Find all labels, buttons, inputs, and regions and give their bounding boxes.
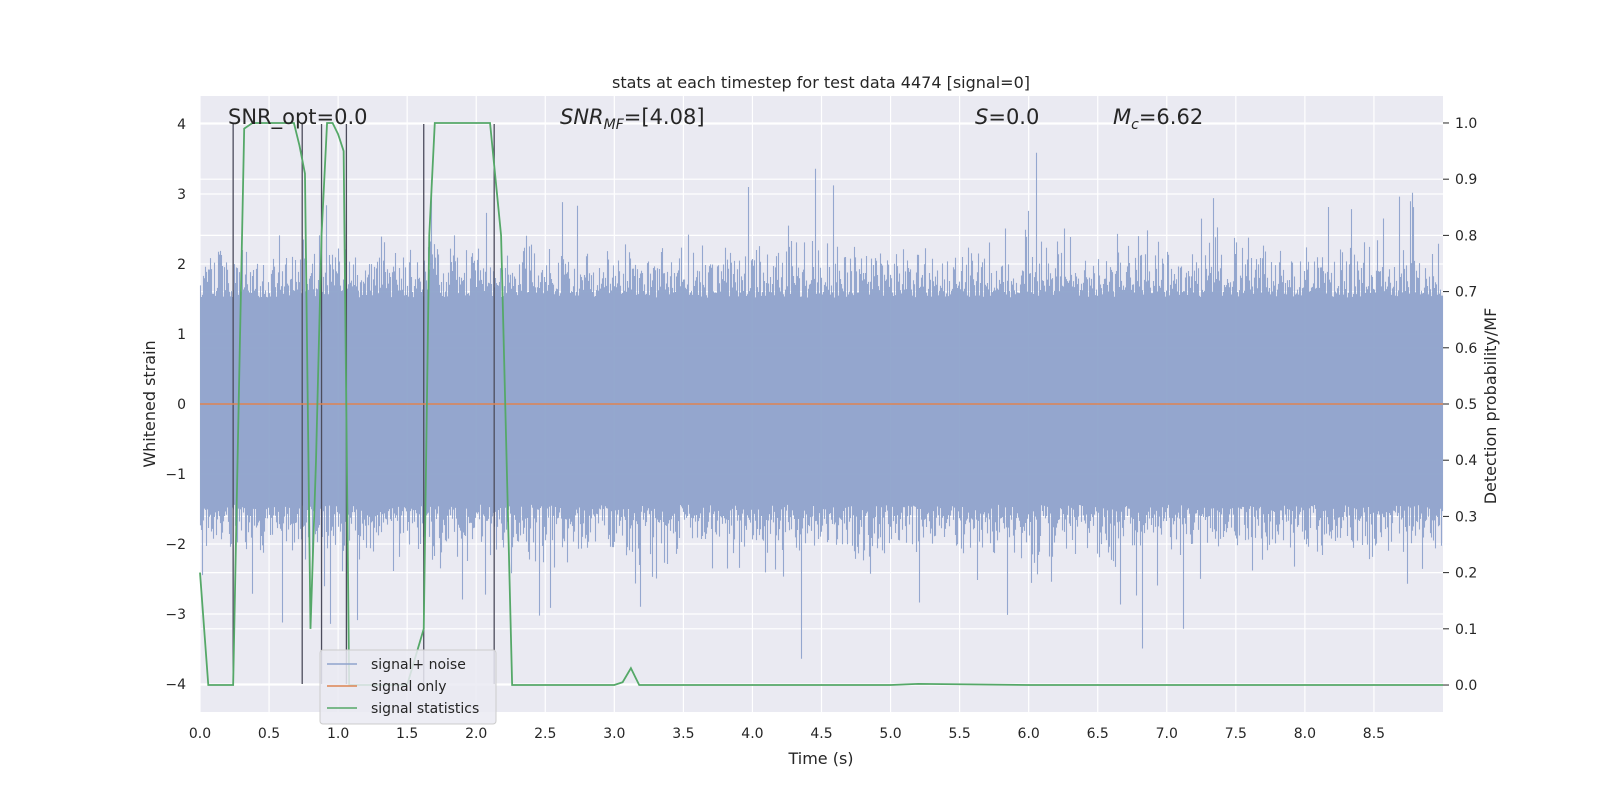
y2-tick-label: 0.9 [1455, 172, 1477, 188]
legend-label-noise: signal+ noise [371, 657, 466, 673]
y2-tick-label: 0.8 [1455, 228, 1477, 244]
y-axis-label: Whitened strain [140, 340, 159, 467]
y-tick-label: −1 [165, 467, 186, 483]
y-tick-label: 0 [177, 397, 186, 413]
annotation-snr-mf: SNRMF=[4.08] [560, 105, 705, 133]
snr-mf-value: =[4.08] [624, 105, 705, 129]
y2-tick-label: 0.0 [1455, 678, 1477, 694]
x-tick-label: 3.0 [603, 726, 625, 742]
y2-tick-label: 0.4 [1455, 453, 1477, 469]
x-tick-label: 2.0 [465, 726, 487, 742]
chart-title: stats at each timestep for test data 447… [612, 73, 1030, 92]
x-tick-label: 2.5 [534, 726, 556, 742]
x-tick-label: 6.0 [1018, 726, 1040, 742]
s-value: =0.0 [988, 105, 1039, 129]
y-tick-label: −4 [165, 677, 186, 693]
y2-tick-label: 0.6 [1455, 341, 1477, 357]
y-tick-label: 4 [177, 117, 186, 133]
y-tick-label: 1 [177, 327, 186, 343]
y-ticks: 4 3 2 1 0 −1 −2 −3 −4 [165, 117, 186, 693]
y2-ticks: 1.0 0.9 0.8 0.7 0.6 0.5 0.4 0.3 0.2 0.1 0.0 [1443, 116, 1477, 694]
y2-tick-label: 0.5 [1455, 397, 1477, 413]
x-tick-label: 0.5 [258, 726, 280, 742]
y-tick-label: −2 [165, 537, 186, 553]
x-tick-label: 7.5 [1225, 726, 1247, 742]
legend-label-statistics: signal statistics [371, 701, 479, 717]
y2-tick-label: 0.3 [1455, 509, 1477, 525]
x-tick-label: 1.5 [396, 726, 418, 742]
y2-tick-label: 1.0 [1455, 116, 1477, 132]
legend-label-signal: signal only [371, 679, 446, 695]
x-axis-label: Time (s) [787, 749, 853, 768]
legend: signal+ noise signal only signal statist… [319, 649, 497, 725]
x-tick-label: 5.5 [948, 726, 970, 742]
x-tick-label: 8.0 [1294, 726, 1316, 742]
x-tick-label: 5.0 [879, 726, 901, 742]
x-tick-label: 7.0 [1156, 726, 1178, 742]
x-tick-label: 0.0 [189, 726, 211, 742]
x-tick-label: 1.0 [327, 726, 349, 742]
y-tick-label: 3 [177, 187, 186, 203]
x-tick-label: 4.5 [810, 726, 832, 742]
annotation-mc: Mc=6.62 [1113, 105, 1203, 133]
y2-tick-label: 0.7 [1455, 285, 1477, 301]
x-ticks: 0.0 0.5 1.0 1.5 2.0 2.5 3.0 3.5 4.0 4.5 5.0 5.5 6.0 6… [189, 726, 1385, 742]
x-tick-label: 4.0 [741, 726, 763, 742]
s-var: S [975, 105, 988, 129]
annotation-snr-opt: SNR_opt=0.0 [228, 105, 368, 130]
y2-tick-label: 0.1 [1455, 622, 1477, 638]
annotation-s: S=0.0 [975, 105, 1039, 129]
x-tick-label: 6.5 [1087, 726, 1109, 742]
y2-tick-label: 0.2 [1455, 566, 1477, 582]
mc-sub: c [1131, 117, 1139, 133]
snr-mf-sub: MF [604, 117, 625, 133]
x-tick-label: 8.5 [1363, 726, 1385, 742]
y-tick-label: 2 [177, 257, 186, 273]
y-tick-label: −3 [165, 607, 186, 623]
noise-series [199, 152, 1444, 659]
legend-box [319, 649, 497, 725]
x-tick-label: 3.5 [672, 726, 694, 742]
mc-value: =6.62 [1139, 105, 1203, 129]
mc-base: M [1113, 105, 1131, 129]
y2-axis-label: Detection probability/MF [1481, 308, 1500, 505]
snr-mf-base: SNR [560, 105, 604, 129]
